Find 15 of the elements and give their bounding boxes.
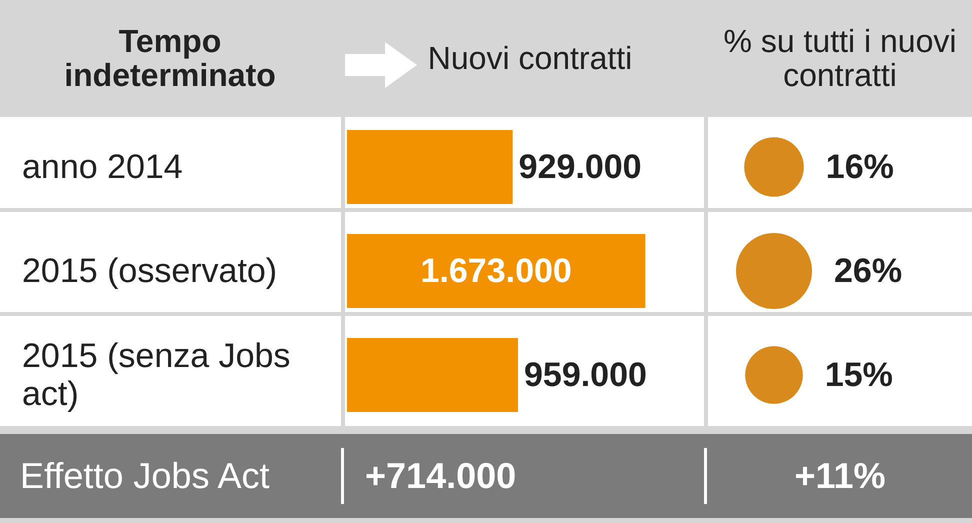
text: +11% [793,454,887,498]
chart-title: Tempo indeterminato [63,22,277,95]
data-label: 1.673.000 [420,252,572,290]
text: +714.000 [365,454,518,498]
x-axis-title: Nuovi contratti [426,39,634,78]
data-label: 929.000 [518,148,642,186]
data-label: 16% [826,148,894,186]
text: % su tutti i nuovi contratti [722,22,958,95]
data-label: 15% [824,356,893,394]
y-tick-label: anno 2014 [22,148,183,186]
text: Effetto Jobs Act [20,454,270,498]
data-label: 959.000 [524,356,647,394]
data-label: 26% [834,252,902,290]
y-tick-label: 2015 (senza Jobs act) [22,337,300,413]
y-tick-label: 2015 (osservato) [22,252,278,290]
